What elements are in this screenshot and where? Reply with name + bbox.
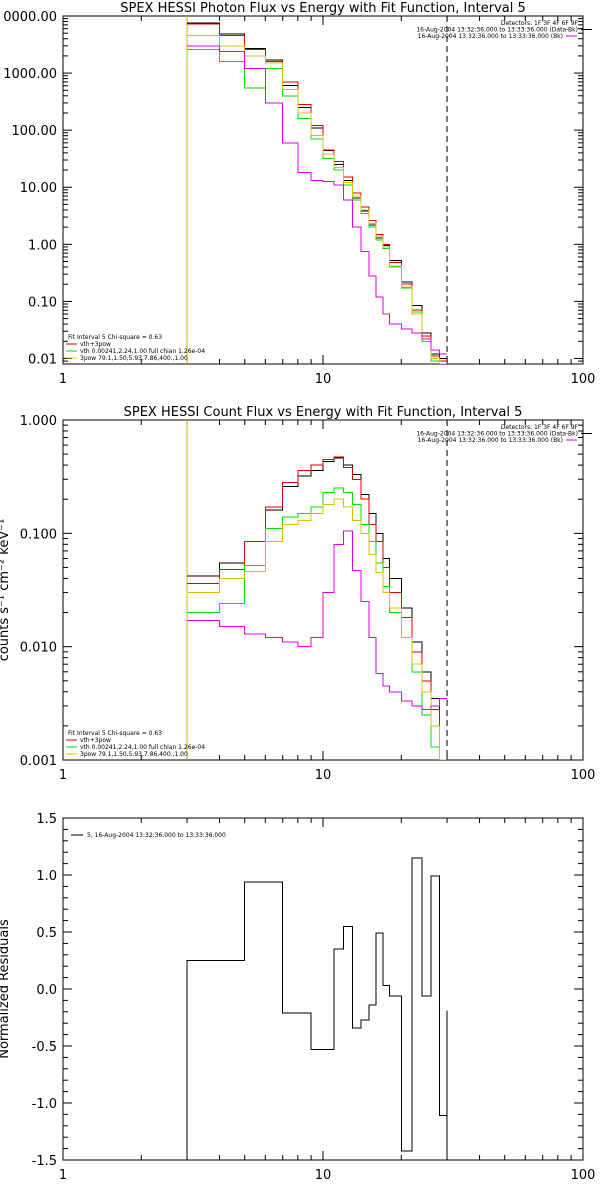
legend-text: Fit Interval 5 Chi-square = 0.63 [68,334,162,341]
series-line-4 [187,45,448,355]
legend-text: Detectors: 1F 3F 4F 6F 9F [501,20,579,27]
legend-text: 3pow 79.1,1.50,5.93,7.86,400.,1.00 [80,751,188,758]
y-tick-label: 1.00 [28,238,57,253]
residuals-panel: 1 10 100 -1.5 -1.0 -0.5 0.0 0.5 1.0 1.5 Normalized… [0,812,595,1183]
y-tick-label: 0.0 [36,983,57,998]
y-tick-label: 10.00 [20,181,57,196]
series-line-0 [186,857,448,1160]
y-tick-label: 100.00 [12,124,58,139]
series-line-4 [187,530,448,710]
y-tick-label: 1.0 [36,869,57,884]
series-line-0 [187,457,448,760]
photon-flux-panel: SPEX HESSI Photon Flux vs Energy with Fi… [3,1,595,387]
y-tick-label: 1000.00 [3,67,57,82]
series-line-2 [187,48,448,364]
legend-text: 16-Aug-2004 13:32:36.000 to 13:33:36.000… [418,33,563,40]
series-line-3 [187,498,448,760]
data-layer [186,16,448,364]
y-tick-label: 0.01 [28,352,57,367]
series-line-2 [187,487,448,760]
plot-frame [62,817,584,1161]
x-tick-label: 1 [59,372,67,387]
plot-frame [62,419,584,761]
data-layer [186,857,448,1160]
y-tick-label: 0.010 [20,641,57,656]
legend-text: 3pow 79.1,1.50,5.93,7.86,400.,1.00 [80,355,188,362]
y-tick-label: -1.0 [32,1097,57,1112]
series-line-3 [187,34,448,364]
y-tick-label: 0.5 [36,926,57,941]
x-tick-label: 10 [315,1168,332,1183]
y-tick-label: -1.5 [32,1154,57,1169]
series-line-1 [187,23,448,362]
y-tick-label: 0.001 [20,754,57,769]
y-tick-label: 1.000 [20,414,57,429]
legend-text: vth+3pow [80,341,111,348]
y-axis-label: Normalized Residuals [0,919,12,1059]
x-tick-label: 100 [571,1168,596,1183]
y-tick-label: 0000.00 [3,10,57,25]
legend-text: 16-Aug-2004 13:32:36.000 to 13:33:36.000… [418,437,563,444]
y-tick-label: -0.5 [32,1040,57,1055]
x-tick-label: 10 [315,768,332,783]
legend-text: 16-Aug-2004 13:32:36.000 to 13:33:36.000… [416,27,578,34]
legend-text: Fit Interval 5 Chi-square = 0.63 [68,730,162,737]
y-tick-label: 0.10 [28,295,57,310]
legend-text: vth 0.00241,2.24,1.00 full chian 1.26e-0… [80,744,205,751]
count-flux-panel: SPEX HESSI Count Flux vs Energy with Fit… [0,405,595,783]
x-tick-label: 100 [571,768,596,783]
series-line-1 [187,456,448,760]
y-axis-label: counts s⁻¹ cm⁻² keV⁻¹ [0,519,12,662]
y-tick-label: 0.100 [20,527,57,542]
legend-text: vth 0.00241,2.24,1.00 full chian 1.26e-0… [80,348,205,355]
legend-text: Detectors: 1F 3F 4F 6F 9F [501,424,579,431]
legend-text: 5, 16-Aug-2004 13:32:36.000 to 13:33:36.… [87,832,226,839]
x-tick-label: 10 [315,372,332,387]
chart-title: SPEX HESSI Photon Flux vs Energy with Fi… [120,1,526,16]
x-tick-label: 1 [59,1168,67,1183]
legend-text: vth+3pow [80,737,111,744]
y-tick-label: 1.5 [36,812,57,827]
x-tick-label: 1 [59,768,67,783]
series-line-0 [187,22,448,359]
data-layer [186,420,448,760]
legend-text: 16-Aug-2004 13:32:36.000 to 13:33:36.000… [416,431,578,438]
plot-frame [62,15,584,365]
chart-title: SPEX HESSI Count Flux vs Energy with Fit… [124,405,523,420]
x-tick-label: 100 [571,372,596,387]
